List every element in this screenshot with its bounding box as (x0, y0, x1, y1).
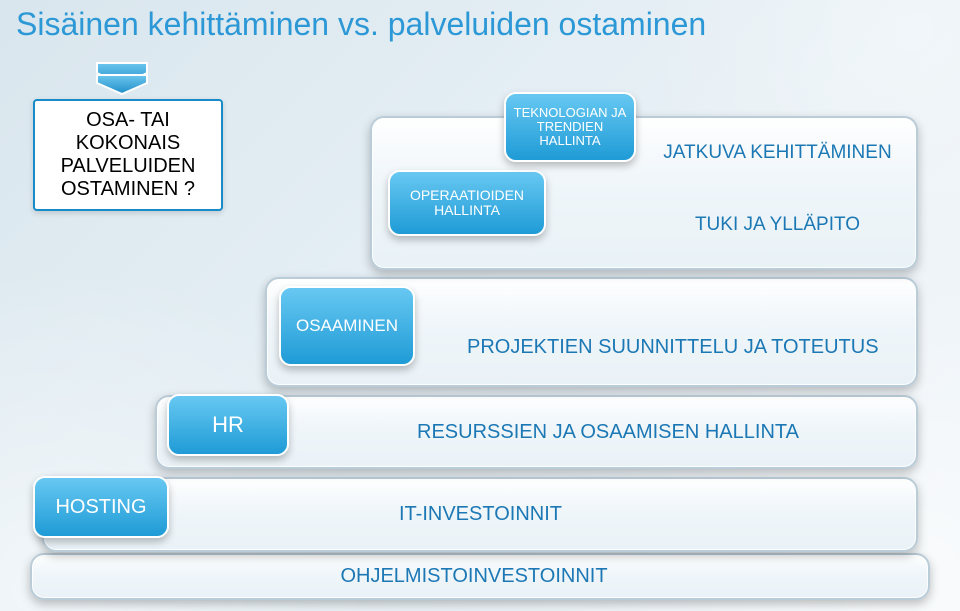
text: OSAAMINEN (296, 316, 398, 336)
layer-ohjelmisto: OHJELMISTOINVESTOINNIT (30, 553, 930, 600)
accent-osaaminen: OSAAMINEN (279, 286, 415, 366)
accent-hosting: HOSTING (33, 476, 169, 538)
text: JATKUVA KEHITTÄMINEN (663, 142, 891, 164)
layer-label: PROJEKTIEN SUUNNITTELU JA TOTEUTUS (467, 336, 879, 359)
text: TEKNOLOGIAN JA TRENDIEN HALLINTA (506, 106, 634, 149)
layer-label: IT-INVESTOINNIT (399, 503, 562, 526)
slide-title: Sisäinen kehittäminen vs. palveluiden os… (16, 6, 706, 43)
accent-teknologia: TEKNOLOGIAN JA TRENDIEN HALLINTA (504, 92, 636, 162)
text: TUKI JA YLLÄPITO (695, 214, 860, 236)
text: HOSTING (55, 496, 146, 519)
label-jatkuva-kehittaminen: JATKUVA KEHITTÄMINEN (655, 128, 900, 178)
text: OSA- TAI KOKONAIS PALVELUIDEN OSTAMINEN … (35, 109, 221, 201)
accent-hr: HR (167, 394, 289, 456)
label-tuki-yllapito: TUKI JA YLLÄPITO (655, 200, 900, 250)
layer-label: RESURSSIEN JA OSAAMISEN HALLINTA (417, 421, 799, 444)
text: HR (212, 412, 244, 438)
layer-it-invest: IT-INVESTOINNIT (42, 477, 918, 552)
layer-label: OHJELMISTOINVESTOINNIT (340, 565, 607, 588)
chevron-down-icon (95, 61, 149, 95)
question-box: OSA- TAI KOKONAIS PALVELUIDEN OSTAMINEN … (33, 99, 223, 211)
accent-operaatiot: OPERAATIOIDEN HALLINTA (388, 170, 546, 236)
text: OPERAATIOIDEN HALLINTA (390, 188, 544, 219)
